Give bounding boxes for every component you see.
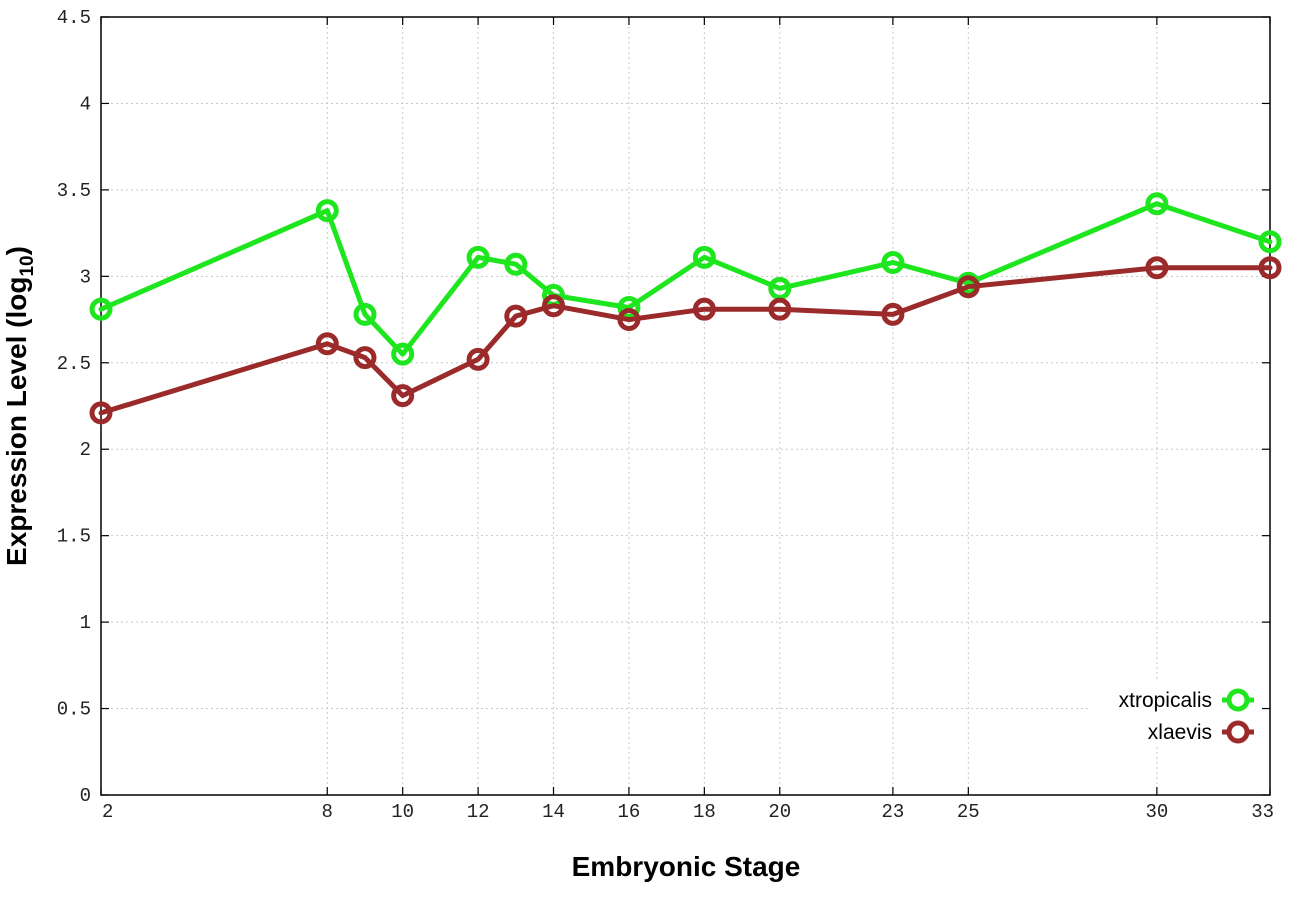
x-tick-label: 10 [391,801,414,823]
data-point-xlaevis [1145,256,1169,280]
y-tick-label: 0 [80,785,91,807]
data-point-xlaevis [315,332,339,356]
legend: xtropicalis xlaevis [1090,680,1262,746]
x-tick-label: 20 [768,801,791,823]
data-point-xtropicalis [881,251,905,275]
data-point-xlaevis [1258,256,1282,280]
x-tick-label: 16 [618,801,641,823]
y-tick-label: 1.5 [57,526,91,548]
series-xtropicalis [89,192,1282,366]
data-point-xlaevis [391,384,415,408]
series-line-xtropicalis [98,201,1273,357]
x-tick-label: 30 [1145,801,1168,823]
series-line-xlaevis [98,265,1273,416]
data-point-xtropicalis [768,276,792,300]
y-axis-title-close: ) [1,246,32,255]
data-point-xlaevis [504,304,528,328]
y-axis-title-subscript: 10 [17,255,38,276]
y-tick-label: 4 [80,93,91,115]
legend-swatch-marker-xtropicalis [1226,688,1250,712]
data-point-xtropicalis [89,297,113,321]
y-tick-label: 4.5 [57,7,91,29]
gridlines [101,17,1270,795]
y-tick-label: 2 [80,439,91,461]
data-point-xlaevis [542,294,566,318]
data-point-xlaevis [466,347,490,371]
data-point-xlaevis [768,297,792,321]
series-layer [89,192,1282,425]
data-point-xtropicalis [1258,230,1282,254]
series-xlaevis [89,256,1282,425]
x-tick-label: 33 [1251,801,1274,823]
y-tick-label: 3 [80,266,91,288]
x-axis-title: Embryonic Stage [572,851,801,882]
plot-frame [100,16,1271,796]
y-axis-title-main: Expression Level (log [1,277,32,566]
x-tick-label: 2 [102,801,113,823]
data-point-xtropicalis [617,295,641,319]
x-tick-label: 8 [322,801,333,823]
data-point-xtropicalis [353,302,377,326]
x-tick-label: 25 [957,801,980,823]
data-point-xtropicalis [504,252,528,276]
legend-label-xlaevis: xlaevis [1148,721,1212,744]
data-point-xlaevis [956,275,980,299]
x-tick-label: 23 [881,801,904,823]
y-tick-label: 3.5 [57,180,91,202]
data-point-xtropicalis [1145,192,1169,216]
data-point-xlaevis [89,401,113,425]
data-point-xtropicalis [692,245,716,269]
y-tick-label: 1 [80,612,91,634]
y-axis-title: Expression Level (log10) [1,246,38,566]
x-tick-label: 12 [467,801,490,823]
legend-swatch-marker-xlaevis [1226,720,1250,744]
data-point-xlaevis [881,302,905,326]
axis-ticks: 0 0.5 1 1.5 2 2.5 3 3.5 4 4.5 2 8 10 12 14 16 18 20 23 25 30… [57,7,1274,823]
data-point-xtropicalis [466,245,490,269]
x-tick-label: 14 [542,801,565,823]
data-point-xlaevis [617,308,641,332]
x-tick-label: 18 [693,801,716,823]
data-point-xlaevis [692,297,716,321]
data-point-xtropicalis [315,199,339,223]
data-point-xlaevis [353,346,377,370]
y-tick-label: 2.5 [57,353,91,375]
legend-label-xtropicalis: xtropicalis [1119,689,1212,712]
y-tick-label: 0.5 [57,699,91,721]
data-point-xtropicalis [391,342,415,366]
